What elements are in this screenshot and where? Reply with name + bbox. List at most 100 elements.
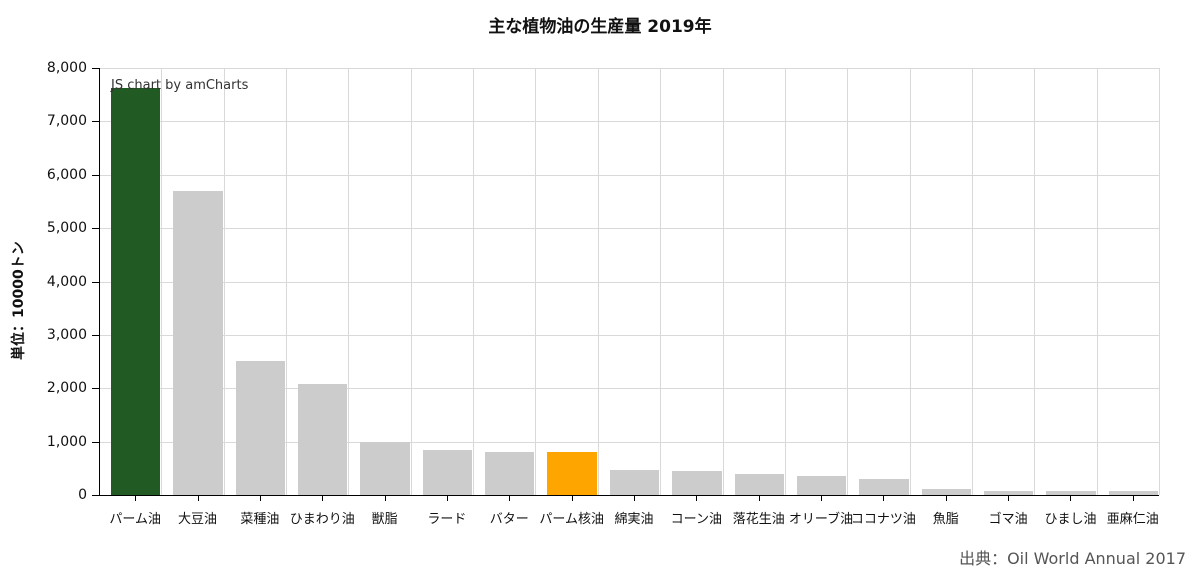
x-axis-tick — [446, 495, 448, 501]
source-citation: 出典：Oil World Annual 2017 — [959, 549, 1186, 568]
bar-3[interactable] — [235, 361, 286, 495]
x-axis-category-label: ココナツ油 — [850, 512, 916, 527]
x-axis-tick — [509, 495, 511, 501]
bar-2[interactable] — [173, 191, 223, 495]
x-axis-category-label: パーム油 — [109, 512, 161, 527]
x-axis-tick — [1132, 495, 1134, 501]
gridline-horizontal — [99, 174, 1159, 176]
x-axis-tick — [634, 495, 635, 501]
gridline-vertical — [784, 68, 786, 495]
x-axis-category-label: ひまわり油 — [289, 512, 355, 527]
gridline-vertical — [722, 68, 724, 495]
x-axis-category-label: 綿実油 — [614, 512, 654, 527]
x-axis-category-label: オリーブ油 — [788, 512, 854, 527]
gridline-horizontal — [99, 334, 1159, 336]
x-axis-tick — [758, 495, 760, 501]
bar-14[interactable] — [921, 489, 971, 495]
x-axis-line — [99, 495, 1159, 496]
bar-5[interactable] — [360, 441, 410, 495]
x-axis-tick — [571, 495, 573, 501]
gridline-vertical — [1159, 68, 1160, 495]
y-axis-tick — [92, 121, 99, 123]
x-axis-tick — [945, 495, 947, 501]
x-axis-category-label: ラード — [427, 512, 467, 527]
y-axis-tick-label: 8,000 — [46, 60, 87, 76]
x-axis-category-label: 大豆油 — [178, 512, 218, 527]
gridline-vertical — [660, 68, 662, 495]
chart-title: 主な植物油の生産量 2019年 — [488, 17, 712, 37]
gridline-horizontal — [99, 281, 1159, 283]
gridline-vertical — [1034, 68, 1036, 495]
x-axis-category-label: 落花生油 — [732, 512, 785, 527]
y-axis-title: 単位：10000トン — [11, 241, 27, 360]
gridline-vertical — [597, 68, 599, 495]
gridline-horizontal — [99, 388, 1159, 390]
y-axis-tick — [92, 281, 99, 283]
x-axis-tick — [259, 495, 261, 501]
gridline-vertical — [909, 68, 911, 495]
bar-15[interactable] — [983, 490, 1034, 495]
x-axis-category-label: コーン油 — [670, 512, 723, 527]
x-axis-tick — [1070, 495, 1072, 501]
bar-1[interactable] — [111, 87, 161, 495]
bar-12[interactable] — [796, 475, 847, 495]
plot-area: 0 1,000 2,000 3,000 4,000 5,000 6,000 7,000 8,00… — [47, 60, 1160, 527]
x-axis-tick — [197, 495, 199, 501]
y-axis-tick — [92, 228, 99, 230]
bar-11[interactable] — [734, 473, 784, 495]
gridline-vertical — [847, 68, 849, 495]
gridline-vertical — [410, 68, 412, 495]
y-axis-tick-label: 6,000 — [46, 166, 87, 183]
gridline-horizontal — [99, 68, 1159, 69]
gridline-vertical — [348, 68, 350, 495]
y-axis-tick-label: 4,000 — [46, 273, 87, 290]
x-axis-tick — [883, 495, 885, 501]
bar-4[interactable] — [298, 384, 348, 495]
x-axis-category-label: バター — [489, 512, 529, 527]
x-axis-tick — [1008, 495, 1010, 501]
amcharts-credit-link[interactable]: JS chart by amCharts — [111, 78, 249, 93]
bar-13[interactable] — [859, 479, 909, 495]
x-axis-tick — [384, 495, 386, 501]
x-axis-category-label: 魚脂 — [932, 512, 959, 527]
bar-17[interactable] — [1108, 490, 1158, 495]
gridline-vertical — [1096, 68, 1098, 495]
gridline-horizontal — [99, 228, 1159, 230]
bar-9[interactable] — [609, 469, 660, 495]
y-axis-tick — [92, 495, 99, 496]
bar-8[interactable] — [547, 452, 597, 495]
y-axis-tick-label: 1,000 — [46, 433, 87, 450]
gridline-vertical — [161, 68, 163, 495]
y-axis-tick-label: 2,000 — [46, 380, 87, 397]
gridline-vertical — [971, 68, 973, 495]
gridline-vertical — [473, 68, 475, 495]
y-axis-tick-label: 3,000 — [46, 326, 87, 343]
y-axis-line — [99, 68, 100, 495]
y-axis-tick-label: 5,000 — [46, 220, 87, 237]
y-axis-tick — [92, 174, 99, 176]
gridline-vertical — [535, 68, 537, 495]
x-axis-category-label: 菜種油 — [240, 512, 280, 527]
bar-16[interactable] — [1046, 490, 1096, 495]
gridline-horizontal — [99, 121, 1159, 123]
y-axis-tick-label: 0 — [78, 487, 87, 503]
x-axis-category-label: ひまし油 — [1044, 512, 1097, 527]
x-axis-tick — [135, 495, 137, 501]
bar-10[interactable] — [672, 470, 722, 495]
x-axis-category-label: 亜麻仁油 — [1106, 512, 1159, 527]
x-axis-tick — [322, 495, 324, 501]
x-axis-category-label: 獣脂 — [371, 512, 398, 527]
gridline-horizontal — [99, 441, 1159, 443]
y-axis-tick-label: 7,000 — [46, 113, 87, 130]
bar-6[interactable] — [422, 449, 473, 495]
y-axis-tick — [92, 441, 99, 443]
y-axis-title-wrap: 単位：10000トン — [8, 210, 32, 360]
y-axis-tick — [92, 388, 99, 390]
gridline-vertical — [223, 68, 225, 495]
y-axis-tick — [92, 334, 99, 336]
x-axis-tick — [821, 495, 823, 501]
bar-7[interactable] — [485, 452, 535, 495]
gridline-vertical — [286, 68, 288, 495]
x-axis-category-label: パーム核油 — [539, 512, 604, 527]
y-axis-tick — [92, 68, 99, 69]
